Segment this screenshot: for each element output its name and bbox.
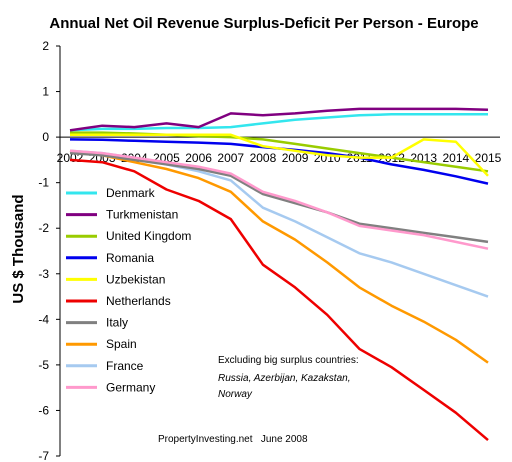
annotation-line: Excluding big surplus countries: bbox=[218, 355, 359, 366]
series-line bbox=[70, 133, 489, 177]
y-tick-label: 1 bbox=[42, 85, 49, 99]
legend-label: Uzbekistan bbox=[106, 272, 165, 286]
legend-label: France bbox=[106, 359, 144, 373]
y-tick-label: -7 bbox=[38, 449, 49, 462]
y-tick-label: -5 bbox=[38, 358, 49, 372]
legend-label: Germany bbox=[106, 380, 155, 394]
legend-label: Turkmenistan bbox=[106, 208, 178, 222]
x-tick-label: 2008 bbox=[250, 151, 277, 165]
series-line bbox=[69, 149, 489, 364]
y-tick-label: -1 bbox=[38, 176, 49, 190]
series-line bbox=[69, 151, 489, 244]
annotation: Excluding big surplus countries: Russia,… bbox=[218, 355, 359, 400]
y-axis: 2 1 0 -1 -2 -3 -4 -5 -6 -7 bbox=[38, 39, 61, 462]
series-line bbox=[69, 113, 488, 132]
chart-title: Annual Net Oil Revenue Surplus-Deficit P… bbox=[49, 15, 478, 32]
series-line bbox=[69, 149, 489, 250]
series-lines bbox=[69, 107, 489, 442]
legend-label: Romania bbox=[106, 251, 154, 265]
y-axis-label: US $ Thousand bbox=[10, 194, 27, 303]
legend-label: Italy bbox=[106, 316, 128, 330]
legend-label: Denmark bbox=[106, 186, 156, 200]
y-tick-label: 0 bbox=[42, 130, 49, 144]
y-tick-label: -2 bbox=[38, 221, 49, 235]
series-line bbox=[69, 158, 489, 442]
credit-text: PropertyInvesting.net June 2008 bbox=[158, 434, 308, 445]
y-tick-label: -3 bbox=[38, 267, 49, 281]
y-tick-label: 2 bbox=[42, 39, 49, 53]
x-tick-label: 2007 bbox=[217, 151, 244, 165]
annotation-italic-line: Russia, Azerbijan, Kazakstan, bbox=[218, 373, 350, 384]
legend-label: Netherlands bbox=[106, 294, 171, 308]
x-tick-label: 2009 bbox=[282, 151, 309, 165]
legend-label: Spain bbox=[106, 337, 137, 351]
legend-label: United Kingdom bbox=[106, 229, 191, 243]
y-tick-label: -4 bbox=[38, 312, 49, 326]
series-line bbox=[69, 107, 489, 132]
legend: Denmark Turkmenistan United Kingdom Romania… bbox=[66, 186, 191, 394]
x-tick-label: 2014 bbox=[442, 151, 469, 165]
x-tick-label: 2015 bbox=[475, 151, 502, 165]
annotation-italic-line: Norway bbox=[218, 389, 253, 400]
y-tick-label: -6 bbox=[38, 403, 49, 417]
x-tick-label: 2006 bbox=[185, 151, 212, 165]
